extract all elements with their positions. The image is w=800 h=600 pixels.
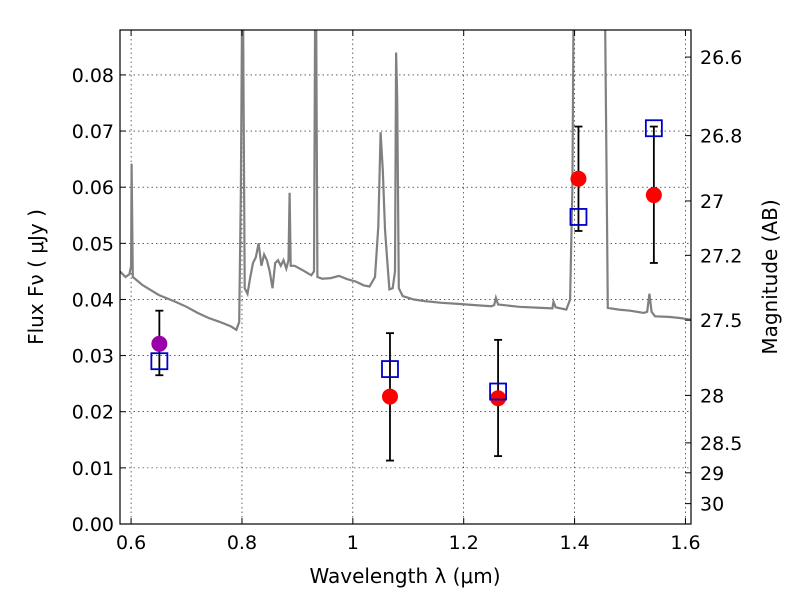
model-photometry-point bbox=[150, 352, 169, 371]
x-tick-label: 1.2 bbox=[449, 532, 479, 554]
y2-tick-label: 28 bbox=[700, 385, 724, 407]
y2-tick-label: 28.5 bbox=[700, 433, 742, 455]
y-tick-label: 0.01 bbox=[72, 458, 114, 480]
observed-point bbox=[151, 335, 168, 352]
x-tick-label: 0.6 bbox=[116, 532, 146, 554]
plot-area bbox=[120, 30, 691, 462]
plot-frame bbox=[119, 29, 692, 525]
y2-tick-label: 29 bbox=[700, 463, 724, 485]
model-photometry-point bbox=[569, 208, 588, 226]
observed-points bbox=[151, 170, 662, 407]
observed-point bbox=[381, 388, 398, 405]
x-tick-label: 1.6 bbox=[670, 532, 700, 554]
y-tick-label: 0.05 bbox=[72, 233, 114, 255]
x-tick-label: 1.4 bbox=[559, 532, 589, 554]
y2-tick-label: 26.8 bbox=[700, 126, 742, 148]
y-tick-label: 0.02 bbox=[72, 402, 114, 424]
y2-tick-label: 27.5 bbox=[700, 310, 742, 332]
model-photometry-point bbox=[381, 360, 399, 378]
x-tick-label: 0.8 bbox=[227, 532, 257, 554]
y2-tick-label: 26.6 bbox=[700, 47, 742, 69]
observed-point bbox=[570, 170, 587, 187]
y-axis-left: 0.00 0.01 0.02 0.03 0.04 0.05 0.06 0.07 0.08 bbox=[72, 65, 126, 536]
model-photometry-point bbox=[489, 382, 507, 401]
x-axis-label: Wavelength λ (μm) bbox=[309, 564, 500, 588]
y2-tick-label: 27.2 bbox=[700, 245, 742, 267]
model-photometry-point bbox=[644, 119, 663, 138]
y-tick-label: 0.06 bbox=[72, 177, 114, 199]
y-axis-right: 26.6 26.8 27 27.2 27.5 28 28.5 29 30 bbox=[685, 47, 742, 516]
y2-tick-label: 27 bbox=[700, 191, 724, 213]
observed-point bbox=[645, 187, 662, 204]
y-axis-right-label: Magnitude (AB) bbox=[758, 199, 782, 354]
x-tick-label: 1 bbox=[347, 532, 359, 554]
observed-point bbox=[490, 390, 507, 407]
y-tick-label: 0.03 bbox=[72, 346, 114, 368]
grid bbox=[120, 30, 691, 524]
model-spectrum-line bbox=[120, 30, 691, 332]
y-tick-label: 0.07 bbox=[72, 121, 114, 143]
x-axis: 0.6 0.8 1 1.2 1.4 1.6 bbox=[116, 30, 701, 554]
y-tick-label: 0.00 bbox=[72, 514, 114, 536]
y-tick-label: 0.08 bbox=[72, 65, 114, 87]
y2-tick-label: 30 bbox=[700, 494, 724, 516]
model-photometry-points bbox=[150, 119, 663, 401]
y-tick-label: 0.04 bbox=[72, 289, 114, 311]
y-axis-label: Flux Fν ( μJy ) bbox=[24, 209, 48, 345]
